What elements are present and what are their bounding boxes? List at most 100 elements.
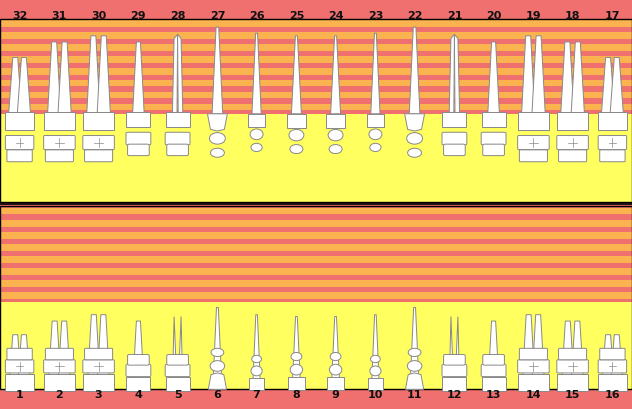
Ellipse shape (369, 130, 382, 140)
Polygon shape (488, 43, 499, 115)
Polygon shape (6, 374, 33, 391)
Bar (0, 81, 632, 87)
Polygon shape (521, 37, 535, 115)
Polygon shape (368, 378, 383, 390)
Bar (0, 207, 632, 303)
Ellipse shape (209, 133, 226, 145)
Ellipse shape (211, 348, 224, 357)
Bar (0, 256, 632, 263)
Ellipse shape (252, 355, 262, 363)
Ellipse shape (251, 144, 262, 152)
Bar (0, 220, 632, 227)
Bar (0, 245, 632, 251)
Polygon shape (410, 28, 420, 115)
Polygon shape (209, 373, 226, 389)
FancyBboxPatch shape (483, 355, 504, 365)
Bar (0, 268, 632, 275)
Polygon shape (326, 115, 345, 128)
Polygon shape (133, 321, 144, 389)
FancyBboxPatch shape (167, 355, 188, 365)
Bar (0, 232, 632, 239)
Polygon shape (602, 58, 615, 115)
FancyBboxPatch shape (520, 151, 547, 162)
Text: 1: 1 (16, 389, 23, 399)
FancyBboxPatch shape (557, 136, 588, 150)
Ellipse shape (251, 366, 262, 376)
Ellipse shape (290, 145, 303, 154)
Text: 31: 31 (52, 11, 67, 21)
Polygon shape (449, 35, 454, 115)
Polygon shape (17, 58, 30, 115)
FancyBboxPatch shape (481, 133, 506, 146)
Polygon shape (9, 335, 22, 389)
Polygon shape (571, 321, 584, 389)
FancyBboxPatch shape (442, 133, 467, 146)
Polygon shape (178, 317, 183, 389)
Polygon shape (331, 37, 341, 115)
Text: 15: 15 (565, 389, 580, 399)
Polygon shape (406, 373, 423, 389)
Polygon shape (58, 43, 71, 115)
FancyBboxPatch shape (46, 151, 73, 162)
Polygon shape (518, 374, 549, 391)
FancyBboxPatch shape (126, 364, 151, 377)
Polygon shape (97, 37, 111, 115)
Text: 21: 21 (447, 11, 462, 21)
FancyBboxPatch shape (128, 355, 149, 365)
FancyBboxPatch shape (126, 133, 151, 146)
Bar (0, 292, 632, 299)
Text: 8: 8 (293, 389, 300, 399)
Polygon shape (518, 112, 549, 131)
Polygon shape (599, 374, 626, 391)
Text: 32: 32 (12, 11, 27, 21)
Bar (0, 104, 632, 111)
FancyBboxPatch shape (481, 364, 506, 377)
Ellipse shape (370, 355, 380, 363)
Text: 27: 27 (210, 11, 225, 21)
FancyBboxPatch shape (5, 136, 34, 150)
Polygon shape (599, 112, 626, 131)
Polygon shape (410, 308, 419, 389)
Ellipse shape (407, 361, 422, 371)
Text: 5: 5 (174, 389, 181, 399)
Text: 17: 17 (605, 11, 620, 21)
Ellipse shape (250, 130, 263, 140)
Polygon shape (371, 34, 380, 115)
Text: 24: 24 (328, 11, 343, 21)
Polygon shape (331, 317, 340, 389)
Polygon shape (610, 58, 623, 115)
Ellipse shape (408, 348, 421, 357)
FancyBboxPatch shape (598, 360, 627, 373)
FancyBboxPatch shape (600, 151, 625, 162)
Polygon shape (455, 317, 459, 389)
Bar (0, 21, 632, 28)
Bar (0, 208, 632, 215)
Polygon shape (133, 43, 144, 115)
Polygon shape (561, 43, 574, 115)
Polygon shape (173, 317, 177, 389)
Polygon shape (571, 43, 585, 115)
Polygon shape (482, 377, 506, 391)
Polygon shape (207, 115, 228, 132)
Bar (0, 57, 632, 63)
Text: 10: 10 (368, 389, 383, 399)
Text: 18: 18 (565, 11, 580, 21)
Polygon shape (213, 308, 222, 389)
Text: 4: 4 (135, 389, 142, 399)
Polygon shape (454, 35, 459, 115)
FancyBboxPatch shape (83, 360, 114, 373)
Polygon shape (291, 37, 301, 115)
Polygon shape (87, 315, 100, 389)
Polygon shape (602, 335, 615, 389)
Bar (0, 69, 632, 75)
Polygon shape (83, 374, 114, 391)
Polygon shape (442, 113, 466, 128)
Polygon shape (488, 321, 499, 389)
Ellipse shape (210, 361, 225, 371)
Polygon shape (178, 35, 183, 115)
Polygon shape (9, 58, 22, 115)
Polygon shape (404, 115, 425, 132)
Bar (0, 281, 632, 287)
FancyBboxPatch shape (520, 348, 547, 360)
Text: 30: 30 (91, 11, 106, 21)
